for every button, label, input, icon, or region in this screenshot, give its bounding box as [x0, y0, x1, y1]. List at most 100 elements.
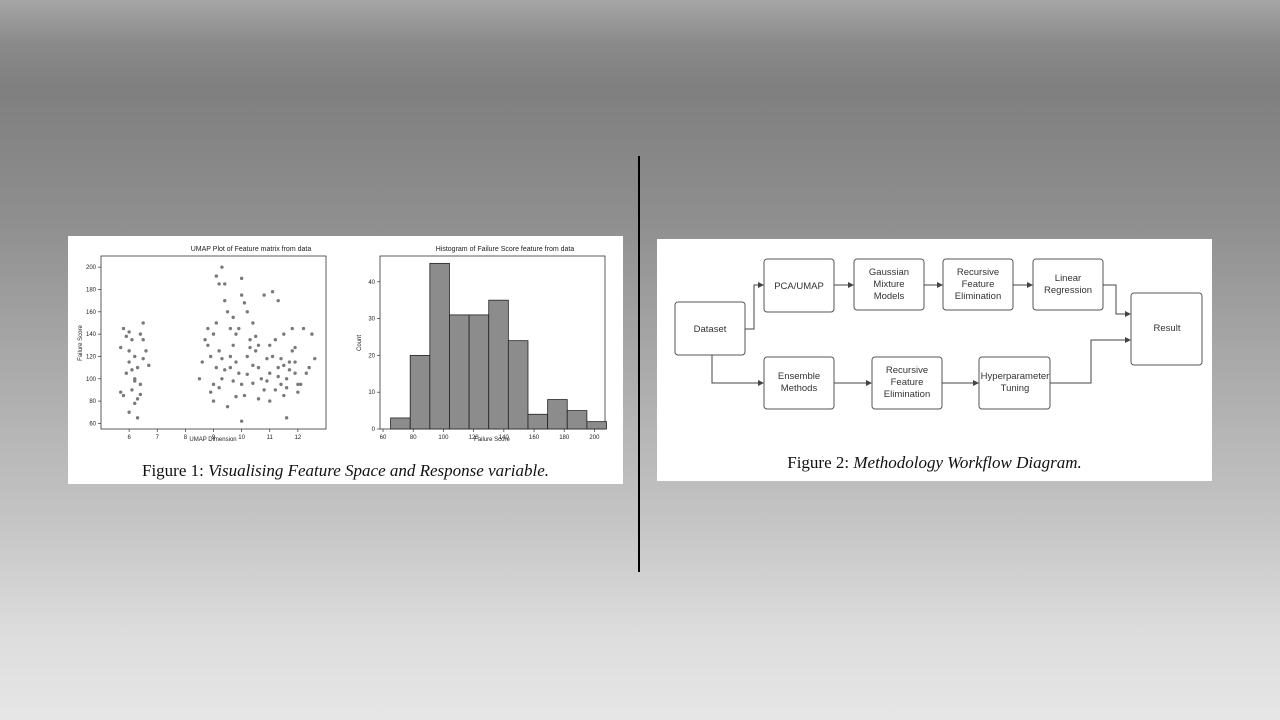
scatter-point: [239, 293, 244, 297]
y-tick-label: 20: [368, 353, 375, 359]
node-gaussian-line1: Gaussian: [869, 267, 909, 278]
edge-dataset-ensemble: [711, 355, 764, 386]
scatter-point: [242, 393, 247, 398]
edge-dataset-pca: [745, 282, 764, 330]
scatter-point: [124, 371, 129, 375]
node-gaussian-line2: Mixture: [873, 279, 904, 290]
scatter-point: [282, 332, 286, 336]
y-tick-label: 100: [86, 377, 97, 383]
node-rfe-top-line1: Recursive: [957, 267, 999, 278]
scatter-point: [239, 419, 244, 423]
scatter-point: [211, 399, 216, 403]
workflow-diagram: Dataset PCA/UMAP Gaussian Mixture Models…: [674, 258, 1203, 410]
figure2-caption: Figure 2: Methodology Workflow Diagram.: [657, 453, 1212, 473]
vertical-divider: [638, 156, 640, 572]
scatter-point: [214, 365, 219, 370]
node-rfe-bottom-line2: Feature: [891, 377, 924, 388]
x-tick-label: 12: [295, 435, 302, 441]
scatter-point: [121, 393, 126, 398]
x-tick-label: 140: [499, 435, 510, 441]
scatter-point: [234, 332, 238, 336]
scatter-point: [279, 356, 283, 361]
scatter-point: [228, 354, 233, 359]
figure1-panel: UMAP Plot of Feature matrix from data 6 7…: [68, 236, 623, 484]
histogram-y-ticks: 0 10 20 30 40: [368, 280, 380, 433]
scatter-point: [138, 392, 143, 397]
scatter-point: [211, 332, 216, 336]
scatter-point: [197, 377, 202, 381]
y-tick-label: 120: [86, 354, 97, 360]
scatter-point: [130, 338, 134, 342]
node-result-label: Result: [1154, 323, 1181, 334]
scatter-point: [234, 394, 238, 399]
node-rfe-bottom-line3: Elimination: [884, 389, 930, 400]
figure2-caption-prefix: Figure 2:: [787, 453, 854, 472]
histogram-bar: [507, 340, 529, 430]
scatter-point: [256, 343, 261, 347]
scatter-point: [256, 397, 261, 401]
scatter-point: [245, 310, 249, 314]
scatter-point: [127, 349, 131, 353]
figure1-charts: UMAP Plot of Feature matrix from data 6 7…: [78, 246, 607, 443]
scatter-point: [245, 354, 249, 359]
y-tick-label: 200: [86, 265, 97, 271]
scatter-point: [284, 386, 289, 390]
x-tick-label: 11: [267, 435, 274, 441]
scatter-point: [138, 332, 143, 336]
scatter-point: [127, 360, 131, 364]
scatter-point: [206, 326, 210, 331]
scatter-point: [273, 338, 278, 342]
histogram-bar: [390, 417, 411, 430]
y-tick-label: 180: [86, 287, 97, 293]
histogram-bar: [566, 410, 588, 430]
scatter-point: [301, 326, 306, 331]
scatter-point: [293, 371, 297, 375]
scatter-point: [214, 274, 219, 278]
scatter-point: [290, 349, 294, 353]
scatter-x-label: UMAP Dimension: [189, 437, 236, 443]
scatter-point: [256, 365, 261, 370]
figure1-caption-text: Visualising Feature Space and Response v…: [208, 461, 549, 480]
scatter-point: [141, 356, 145, 361]
scatter-point: [141, 338, 145, 342]
scatter-point: [223, 298, 227, 303]
scatter-point: [242, 301, 247, 305]
x-tick-label: 9: [212, 435, 216, 441]
scatter-point: [217, 282, 221, 286]
scatter-point: [203, 338, 207, 342]
scatter-point: [214, 321, 219, 325]
scatter-point: [234, 360, 238, 364]
x-tick-label: 160: [529, 435, 540, 441]
scatter-point: [307, 365, 311, 370]
scatter-point: [270, 290, 275, 294]
histogram-bar: [468, 314, 490, 430]
scatter-point: [144, 349, 148, 353]
scatter-title: UMAP Plot of Feature matrix from data: [191, 246, 312, 253]
figure2-panel: Dataset PCA/UMAP Gaussian Mixture Models…: [657, 239, 1212, 481]
scatter-point: [284, 377, 289, 381]
figure2-caption-text: Methodology Workflow Diagram.: [853, 453, 1082, 472]
scatter-point: [124, 334, 129, 339]
y-tick-label: 0: [372, 427, 376, 433]
histogram-bar: [586, 421, 607, 430]
scatter-point: [310, 332, 314, 336]
scatter-point: [248, 345, 252, 350]
edge-linear-result: [1103, 284, 1131, 317]
scatter-point: [200, 360, 204, 364]
x-tick-label: 120: [469, 435, 480, 441]
node-ensemble-line1: Ensemble: [778, 371, 820, 382]
scatter-point: [135, 397, 140, 401]
scatter-x-ticks: 6 7 8 9 10 11 12: [127, 429, 302, 441]
x-tick-label: 60: [380, 435, 387, 441]
scatter-point: [133, 379, 137, 383]
scatter-point: [296, 390, 300, 394]
y-tick-label: 40: [368, 280, 375, 286]
histogram-bar: [547, 399, 568, 430]
scatter-point: [133, 401, 137, 406]
scatter-point: [270, 354, 275, 359]
node-hyper-line2: Tuning: [1001, 383, 1030, 394]
node-linear-line1: Linear: [1055, 273, 1081, 284]
scatter-point: [239, 382, 244, 387]
histogram-bar: [488, 299, 509, 430]
scatter-point: [231, 315, 235, 320]
